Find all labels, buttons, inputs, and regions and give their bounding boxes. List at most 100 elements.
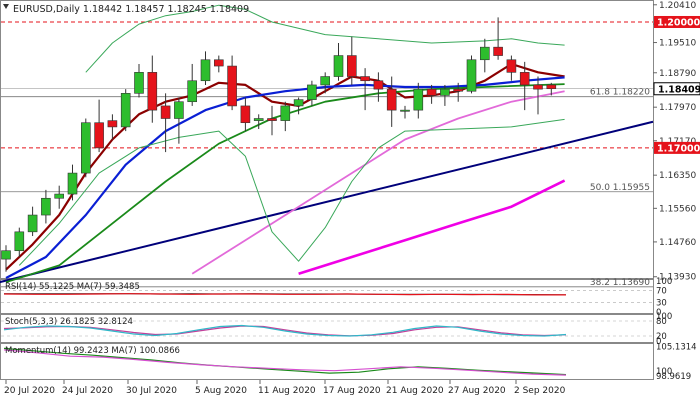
rsi-tick-label: 30 [656, 299, 667, 309]
candle-bear [240, 105, 251, 124]
chart-title: EURUSD,Daily 1.18442 1.18457 1.18245 1.1… [13, 4, 249, 15]
level-badge [654, 141, 700, 154]
candle-bear [426, 88, 437, 96]
fib-level-label: 38.2 1.13690 [590, 278, 650, 288]
candle-bull [280, 105, 291, 121]
candle-bull [440, 88, 450, 96]
horizontal-levels: 61.8 1.18220 50.0 1.15955 38.2 1.13690 [1, 21, 653, 288]
price-axis: 1.204101.199501.195101.187901.179701.171… [653, 1, 700, 283]
stoch-tick-label: 0 [656, 337, 661, 347]
momentum-tick-label: 100 [656, 367, 672, 377]
fib-level-label: 61.8 1.18220 [590, 88, 650, 98]
candle-bear [360, 76, 370, 82]
price-tick-label: 1.18790 [659, 69, 696, 79]
date-tick-label: 24 Jul 2020 [62, 386, 113, 396]
candle-bull [120, 93, 131, 128]
current-price-label: 1.18409 [658, 84, 700, 95]
candle-bear [147, 72, 158, 111]
price-tick-label: 1.13930 [659, 273, 696, 283]
trendline-group [0, 120, 654, 284]
candle-bull [67, 172, 78, 195]
candle-bear [267, 118, 277, 121]
stoch-tick-label: 20 [656, 332, 667, 342]
candle-bull [1, 250, 11, 260]
dropdown-triangle-icon [3, 4, 9, 9]
momentum-label: Momentum(14) 99.2423 MA(7) 100.0866 [5, 346, 180, 356]
candle-bull [27, 214, 38, 233]
candles [1, 17, 557, 272]
candle-bull [81, 122, 91, 174]
candle-bear [546, 84, 557, 90]
current-price-badge [653, 82, 700, 96]
momentum-main-line [3, 349, 567, 376]
candle-bull [54, 193, 65, 199]
price-tick-label: 1.17970 [659, 103, 696, 113]
candle-bull [400, 109, 410, 112]
candle-bear [214, 59, 224, 67]
date-tick-label: 11 Aug 2020 [258, 386, 316, 396]
candle-bear [346, 55, 357, 77]
rsi-tick-label: 100 [656, 277, 672, 287]
rsi-label: RSI(14) 55.1225 MA(7) 59.3485 [5, 282, 140, 292]
candle-bear [506, 59, 517, 73]
date-tick-label: 17 Aug 2020 [323, 386, 381, 396]
momentum-ma-line [3, 347, 567, 376]
stoch-tick-label: 100 [656, 312, 672, 322]
candle-bear [227, 65, 237, 107]
ma-line-ma_magenta [298, 179, 566, 276]
ma-line-bb [85, 4, 565, 73]
rsi-panel [0, 279, 654, 314]
price-tick-label: 1.20410 [659, 1, 696, 11]
date-tick-label: 30 Jul 2020 [126, 386, 177, 396]
stoch-tick-label: 80 [656, 317, 667, 327]
fib-level-label: 50.0 1.15955 [590, 183, 650, 193]
stoch-label: Stoch(5,3,3) 26.1825 32.8124 [5, 317, 133, 327]
candle-bull [187, 80, 197, 103]
date-axis: 20 Jul 2020 24 Jul 2020 30 Jul 2020 5 Aug 2… [4, 380, 566, 396]
candle-bear [373, 80, 384, 90]
candle-bull [307, 84, 317, 100]
candle-bear [493, 46, 503, 56]
candle-bull [253, 118, 264, 121]
level-badge-label: 1.20000 [657, 17, 700, 28]
candle-bull [333, 55, 344, 77]
date-tick-label: 2 Sep 2020 [514, 386, 566, 396]
candle-bull [14, 231, 25, 252]
momentum-tick-label: 98.9619 [656, 372, 691, 382]
price-tick-label: 1.14760 [659, 238, 696, 248]
candle-bear [519, 72, 530, 86]
candle-bull [293, 99, 304, 107]
candle-bull [134, 72, 144, 94]
ma-line-bb [18, 118, 565, 266]
candle-bull [200, 59, 211, 82]
price-tick-label: 1.17170 [659, 137, 696, 147]
rsi-tick-label: 0 [656, 308, 661, 318]
stoch-panel [0, 314, 654, 343]
candle-bull [41, 197, 51, 216]
candle-bear [453, 88, 464, 92]
candle-bear [107, 120, 118, 128]
stoch-main-line [3, 324, 567, 337]
date-tick-label: 21 Aug 2020 [386, 386, 444, 396]
price-tick-label: 1.15560 [659, 204, 696, 214]
candle-bull [413, 88, 424, 111]
candle-bear [94, 122, 104, 149]
price-tick-label: 1.19510 [659, 39, 696, 49]
date-tick-label: 5 Aug 2020 [195, 386, 247, 396]
level-badge-label: 1.17000 [657, 143, 700, 154]
candle-bull [320, 76, 331, 86]
trendline [0, 120, 654, 284]
price-tick-label: 1.16350 [659, 171, 696, 181]
candle-bear [160, 105, 171, 119]
candle-bear [533, 84, 543, 90]
rsi-tick-label: 70 [656, 286, 667, 296]
candle-bear [386, 88, 397, 111]
momentum-tick-label: 105.1314 [656, 342, 697, 352]
level-badge [654, 15, 700, 28]
ma-line-ma_pink [191, 90, 565, 275]
date-tick-label: 20 Jul 2020 [4, 386, 55, 396]
candle-bull [174, 101, 184, 119]
